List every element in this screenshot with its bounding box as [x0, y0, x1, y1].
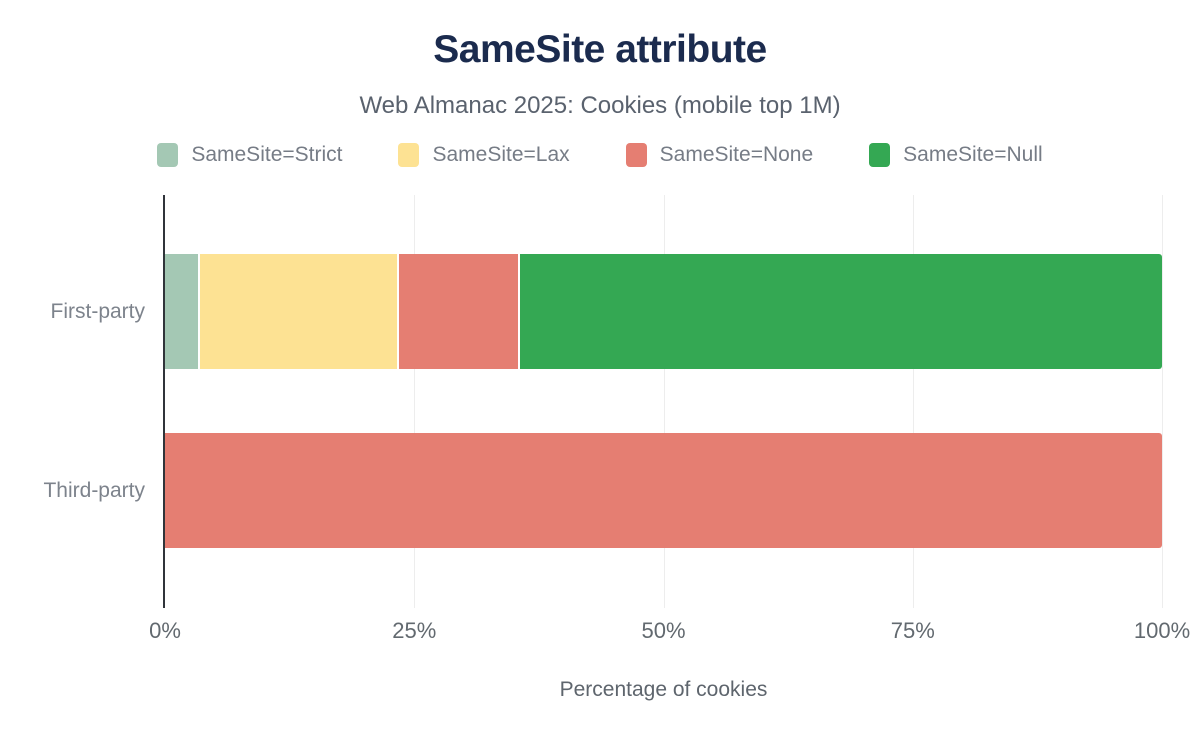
x-tick-label-0: 0%	[149, 618, 181, 643]
x-tick-label-50: 50%	[641, 618, 686, 643]
legend-swatch-icon	[398, 143, 420, 167]
plot-area	[163, 195, 1163, 608]
category-label-first-party: First-party	[50, 299, 146, 323]
bar-segment-samesite-lax[interactable]	[199, 254, 397, 369]
gridline-50	[663, 195, 665, 608]
bar-segment-samesite-strict[interactable]	[165, 254, 198, 369]
x-tick-label-25: 25%	[392, 618, 437, 643]
legend-label: SameSite=None	[659, 143, 814, 166]
legend-item-3[interactable]: SameSite=None	[625, 143, 814, 167]
legend-label: SameSite=Lax	[432, 143, 570, 166]
bar-segment-samesite-none[interactable]	[398, 254, 518, 369]
bar-third-party	[165, 433, 1162, 548]
gridline-100	[1162, 195, 1163, 608]
gridline-25	[414, 195, 416, 608]
chart-subtitle: Web Almanac 2025: Cookies (mobile top 1M…	[359, 92, 841, 119]
y-axis-line	[163, 195, 165, 608]
legend-item-4[interactable]: SameSite=Null	[869, 143, 1043, 167]
bar-segment-samesite-none[interactable]	[165, 433, 1162, 548]
bar-segment-samesite-null[interactable]	[519, 254, 1162, 369]
legend-swatch-icon	[869, 143, 891, 167]
x-tick-label-100: 100%	[1133, 618, 1191, 643]
bar-first-party	[165, 254, 1162, 369]
legend-swatch-icon	[625, 143, 647, 167]
legend-label: SameSite=Null	[903, 143, 1043, 166]
legend-label: SameSite=Strict	[191, 143, 343, 166]
chart-title: SameSite attribute	[433, 28, 767, 71]
gridline-75	[912, 195, 914, 608]
chart-legend: SameSite=Strict SameSite=Lax SameSite=None…	[0, 143, 1200, 167]
legend-item-1[interactable]: SameSite=Strict	[157, 143, 342, 167]
legend-item-2[interactable]: SameSite=Lax	[398, 143, 570, 167]
x-axis-title: Percentage of cookies	[559, 678, 768, 701]
legend-swatch-icon	[157, 143, 179, 167]
category-label-third-party: Third-party	[43, 478, 145, 502]
x-tick-label-75: 75%	[890, 618, 935, 643]
